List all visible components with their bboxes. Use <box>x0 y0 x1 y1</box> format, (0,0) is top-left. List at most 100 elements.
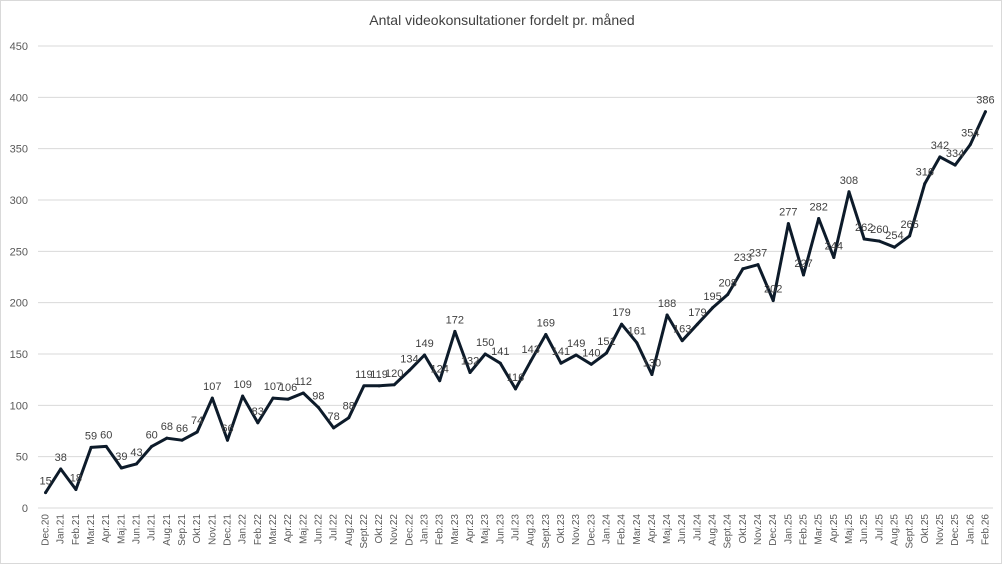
data-point <box>514 387 517 391</box>
data-label: 66 <box>221 423 233 435</box>
x-tick-label: Nov.21 <box>207 514 218 545</box>
data-label: 124 <box>431 364 449 376</box>
data-label: 282 <box>809 201 827 213</box>
data-label: 169 <box>537 317 555 329</box>
data-point <box>877 239 881 243</box>
y-tick-label: 400 <box>10 92 28 104</box>
data-label: 141 <box>491 346 509 358</box>
data-point <box>210 396 214 400</box>
x-tick-label: Jan.22 <box>238 514 249 544</box>
x-tick-label: Mar.22 <box>268 514 279 545</box>
data-label: 141 <box>552 346 570 358</box>
data-point <box>620 322 624 326</box>
data-label: 254 <box>885 230 903 242</box>
x-tick-label: Jul.21 <box>147 514 158 541</box>
x-tick-label: Jun.25 <box>859 514 870 544</box>
x-tick-label: Apr.21 <box>101 514 112 543</box>
data-point <box>195 430 199 434</box>
x-tick-label: Aug.24 <box>708 514 719 546</box>
data-point <box>438 379 442 383</box>
data-point <box>604 351 608 355</box>
data-point <box>711 306 715 310</box>
x-tick-label: Okt.25 <box>920 514 931 544</box>
data-label: 308 <box>840 175 858 187</box>
x-tick-label: Nov.24 <box>753 514 764 545</box>
data-point <box>44 491 48 495</box>
x-tick-label: Mar.21 <box>86 514 97 545</box>
data-point <box>119 466 123 470</box>
y-tick-label: 200 <box>10 298 28 310</box>
x-tick-label: Jan.23 <box>420 514 431 544</box>
data-point <box>817 216 821 220</box>
data-label: 179 <box>612 307 630 319</box>
x-tick-label: Jun.23 <box>495 514 506 544</box>
data-point <box>802 273 806 277</box>
data-label: 59 <box>85 430 97 442</box>
data-point <box>392 383 396 387</box>
x-tick-label: Nov.22 <box>389 514 400 545</box>
x-tick-label: Feb.25 <box>799 514 810 546</box>
data-point <box>635 341 639 345</box>
data-label: 265 <box>900 219 918 231</box>
data-point <box>695 322 699 326</box>
data-label: 68 <box>161 421 173 433</box>
x-tick-label: Feb.22 <box>253 514 264 546</box>
data-point <box>847 190 851 194</box>
data-point <box>983 110 987 114</box>
data-point <box>453 329 457 333</box>
data-point <box>316 405 320 409</box>
data-point <box>559 361 563 365</box>
data-label: 106 <box>279 382 297 394</box>
data-point <box>407 368 411 372</box>
x-tick-label: Nov.25 <box>935 514 946 545</box>
data-label: 39 <box>115 451 127 463</box>
x-tick-label: Jul.24 <box>692 514 703 541</box>
data-point <box>135 462 139 466</box>
x-tick-label: Aug.22 <box>344 514 355 546</box>
data-point <box>741 267 745 271</box>
data-point <box>423 353 427 357</box>
x-tick-label: Feb.23 <box>435 514 446 546</box>
x-tick-label: Mar.23 <box>450 514 461 545</box>
data-label: 66 <box>176 423 188 435</box>
x-tick-label: Jan.25 <box>783 514 794 544</box>
x-tick-label: Aug.21 <box>162 514 173 546</box>
data-point <box>923 182 927 186</box>
data-point <box>89 445 93 449</box>
data-point <box>59 467 63 471</box>
data-point <box>892 245 896 249</box>
x-tick-label: Okt.22 <box>374 514 385 544</box>
data-point <box>104 444 108 448</box>
data-label: 109 <box>233 379 251 391</box>
data-label: 43 <box>130 447 142 459</box>
data-point <box>225 438 229 442</box>
x-tick-label: Jul.25 <box>874 514 885 541</box>
x-tick-label: Sept.24 <box>723 514 734 549</box>
x-tick-label: Maj.22 <box>298 514 309 544</box>
y-tick-label: 300 <box>10 195 28 207</box>
x-tick-label: Dec.21 <box>222 514 233 546</box>
data-point <box>165 436 169 440</box>
x-tick-label: Jul.22 <box>329 514 340 541</box>
data-point <box>362 384 366 388</box>
data-label: 233 <box>734 252 752 264</box>
data-point <box>241 394 245 398</box>
x-tick-label: Mar.24 <box>632 514 643 545</box>
data-label: 277 <box>779 207 797 219</box>
x-tick-label: Jun.22 <box>313 514 324 544</box>
x-tick-label: Dec.24 <box>768 514 779 546</box>
x-tick-label: Sep.21 <box>177 514 188 546</box>
x-tick-label: Jun.24 <box>677 514 688 544</box>
data-label: 151 <box>597 336 615 348</box>
data-point <box>968 143 972 147</box>
data-point <box>271 396 275 400</box>
x-tick-label: Okt.24 <box>738 514 749 544</box>
data-point <box>286 397 290 401</box>
data-label: 143 <box>521 344 539 356</box>
data-point <box>74 488 78 492</box>
data-label: 244 <box>825 240 843 252</box>
x-tick-label: Apr.25 <box>829 514 840 543</box>
data-label: 188 <box>658 298 676 310</box>
data-point <box>908 234 912 238</box>
